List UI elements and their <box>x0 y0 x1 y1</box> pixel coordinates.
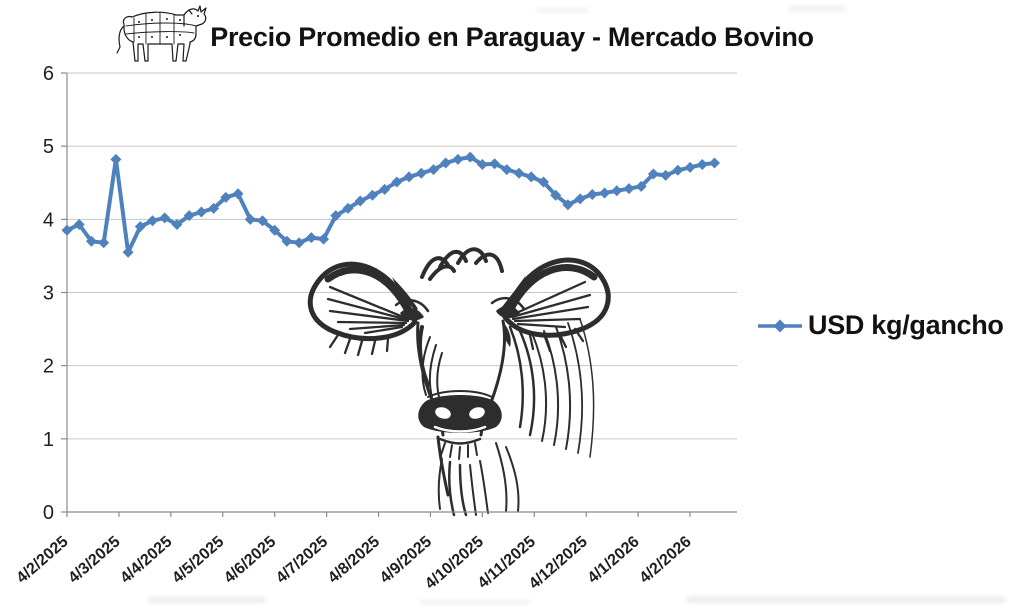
svg-text:4/8/2025: 4/8/2025 <box>325 533 383 587</box>
artifact-smudge <box>788 5 846 12</box>
svg-text:4/12/2025: 4/12/2025 <box>526 533 591 593</box>
legend: USD kg/gancho <box>758 310 1004 341</box>
svg-text:5: 5 <box>43 136 54 158</box>
svg-text:4: 4 <box>43 209 54 231</box>
svg-text:6: 6 <box>43 63 54 85</box>
svg-text:4/2/2025: 4/2/2025 <box>13 533 71 587</box>
svg-text:3: 3 <box>43 283 54 305</box>
svg-text:0: 0 <box>43 502 54 524</box>
legend-label: USD kg/gancho <box>808 310 1004 340</box>
svg-text:2: 2 <box>43 356 54 378</box>
butcher-cow-icon <box>116 5 207 62</box>
svg-text:4/5/2025: 4/5/2025 <box>169 533 227 587</box>
svg-text:4/3/2025: 4/3/2025 <box>65 533 123 587</box>
chart-title: Precio Promedio en Paraguay - Mercado Bo… <box>210 22 814 52</box>
artifact-smudge <box>420 600 530 605</box>
svg-text:4/6/2025: 4/6/2025 <box>221 533 279 587</box>
artifact-smudge <box>686 596 1006 603</box>
legend-marker-icon <box>758 319 802 332</box>
svg-text:4/4/2025: 4/4/2025 <box>117 533 175 587</box>
svg-text:4/7/2025: 4/7/2025 <box>273 533 331 587</box>
svg-text:4/1/2026: 4/1/2026 <box>585 533 643 587</box>
cow-head-watermark-icon <box>307 247 611 517</box>
svg-text:1: 1 <box>43 429 54 451</box>
svg-text:4/2/2026: 4/2/2026 <box>637 533 695 587</box>
artifact-smudge <box>148 597 266 603</box>
artifact-smudge <box>536 8 588 13</box>
